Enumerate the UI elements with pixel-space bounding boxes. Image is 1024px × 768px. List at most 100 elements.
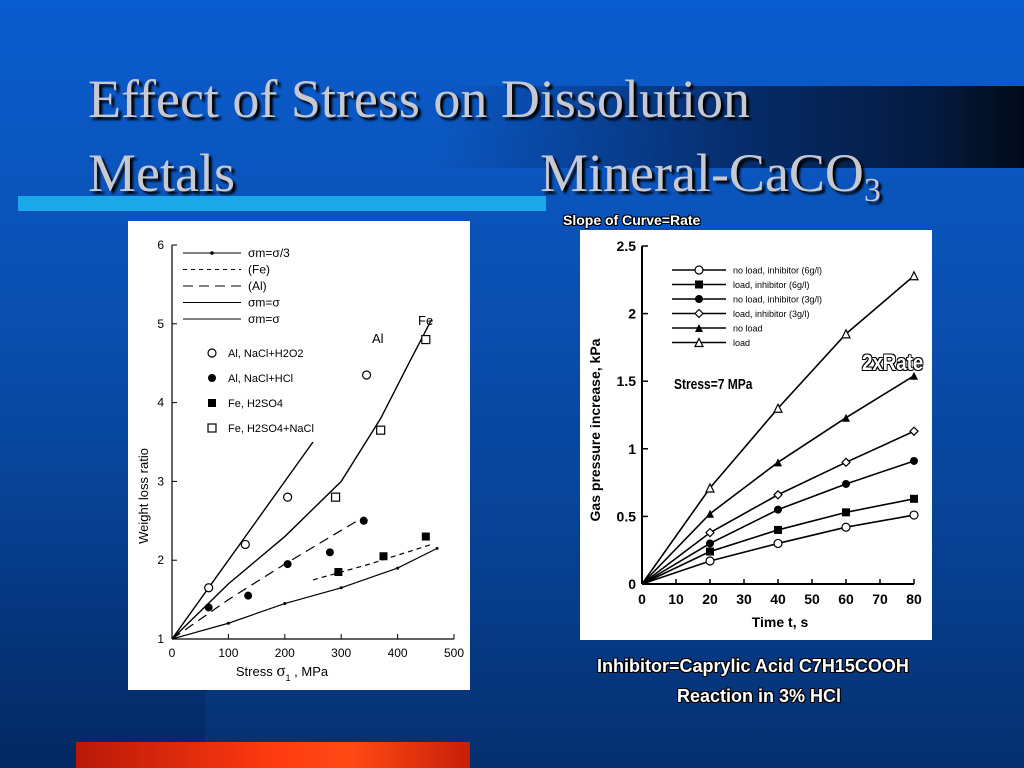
legend-marker	[694, 308, 704, 319]
curve-1	[171, 441, 314, 640]
mineral-chart: 0 10 20 30 40 50 60 70 80 0 0.5 1 1.5 2 2.5 no load, i…	[587, 238, 922, 630]
data-point	[841, 457, 851, 468]
legend-label: (Fe)	[248, 263, 270, 277]
y-tick-label: 6	[157, 238, 164, 252]
data-point	[909, 510, 919, 520]
legend-label: no load	[733, 324, 763, 334]
data-point	[330, 492, 341, 502]
data-point	[706, 509, 714, 518]
x-tick-label: 20	[702, 591, 718, 607]
mineral-chart-panel: 0 10 20 30 40 50 60 70 80 0 0.5 1 1.5 2 2.5 no load, i…	[580, 230, 932, 640]
caption-line1: Inhibitor=Caprylic Acid C7H15COOH	[597, 656, 909, 676]
y-tick-label: 2.5	[617, 238, 637, 254]
data-point	[910, 371, 918, 380]
y-tick-label: 3	[157, 474, 164, 488]
x-axis-label: Time t, s	[752, 614, 809, 630]
x-tick-label: 500	[444, 646, 464, 660]
legend-marker	[694, 337, 704, 348]
data-point	[773, 538, 783, 549]
data-point	[842, 479, 850, 488]
x-tick-label: 60	[838, 591, 854, 607]
curve-dot	[339, 586, 343, 590]
curve-3	[312, 543, 432, 581]
legend-label: (Al)	[248, 279, 267, 293]
legend-marker	[695, 280, 703, 289]
legend-label: Al, NaCl+H2O2	[228, 348, 304, 360]
mineral-subscript: 3	[863, 172, 881, 209]
x-tick-label: 400	[388, 646, 408, 660]
legend-label: Al, NaCl+HCl	[228, 373, 293, 385]
data-point	[909, 426, 919, 437]
curve-2	[171, 547, 438, 640]
y-tick-label: 0	[628, 576, 636, 592]
slope-note: Slope of Curve=Rate	[563, 212, 701, 228]
accent-red-bar	[76, 742, 470, 768]
metals-chart-panel: 0 100 200 300 400 500 1 2 3 4 5 6 σm=σ/3 (Fe) (Al) σm=…	[128, 221, 470, 690]
x-tick-label: 100	[218, 646, 238, 660]
y-tick-label: 2	[628, 306, 636, 322]
data-point	[706, 547, 714, 556]
legend-label: no load, inhibitor (3g/l)	[733, 295, 822, 305]
data-point	[841, 328, 851, 339]
x-tick-label: 40	[770, 591, 786, 607]
data-point	[909, 270, 919, 281]
legend-marker	[207, 423, 217, 433]
data-point	[841, 522, 851, 532]
curve-dot	[226, 621, 230, 625]
legend-label: load, inhibitor (3g/l)	[733, 309, 810, 319]
curve-0	[171, 319, 433, 640]
mineral-formula: Mineral-CaCO	[540, 143, 864, 203]
legend-label: σm=σ	[248, 312, 280, 326]
curve-4	[171, 516, 365, 640]
data-point	[773, 402, 783, 413]
data-point	[705, 556, 715, 566]
data-point	[910, 456, 918, 465]
legend-label: σm=σ	[248, 296, 280, 310]
x-tick-label: 70	[872, 591, 888, 607]
data-point	[240, 539, 250, 550]
y-axis-label: Weight loss ratio	[136, 448, 151, 544]
x-tick-label: 0	[169, 646, 176, 660]
data-point	[204, 583, 214, 593]
x-tick-label: 80	[906, 591, 922, 607]
legend-label: no load, inhibitor (6g/l)	[733, 266, 822, 276]
x-tick-label: 0	[638, 591, 646, 607]
legend-marker	[208, 374, 216, 382]
y-tick-label: 1.5	[617, 373, 637, 389]
data-point	[361, 370, 372, 380]
legend-label: load, inhibitor (6g/l)	[733, 280, 810, 290]
y-tick-label: 5	[157, 317, 164, 331]
accent-line	[18, 196, 546, 211]
data-point	[706, 539, 714, 548]
series-line-5	[641, 275, 915, 585]
data-point	[705, 527, 715, 538]
data-point	[204, 603, 213, 612]
data-point	[379, 552, 388, 561]
y-axis-label: Gas pressure increase, kPa	[587, 338, 603, 521]
x-tick-label: 200	[275, 646, 295, 660]
y-tick-label: 2	[157, 553, 164, 567]
curve-dot	[283, 602, 287, 606]
data-point	[842, 413, 850, 422]
x-tick-label: 10	[668, 591, 684, 607]
data-point	[421, 532, 430, 541]
slide-title-line1: Effect of Stress on Dissolution	[88, 69, 750, 129]
legend-dot	[210, 251, 214, 255]
legend-marker	[208, 399, 216, 407]
background-dark-band	[440, 86, 1024, 168]
curve-dot	[435, 546, 439, 550]
data-point	[376, 425, 386, 435]
data-point	[283, 492, 293, 502]
data-point	[774, 525, 782, 534]
x-tick-label: 50	[804, 591, 820, 607]
data-point	[774, 505, 782, 514]
curve-dot	[396, 566, 400, 570]
fe-curve-label: Fe	[418, 313, 433, 328]
y-tick-label: 0.5	[617, 508, 637, 524]
stress-note: Stress=7 MPa	[674, 376, 753, 393]
legend-label: σm=σ/3	[248, 246, 290, 260]
data-point	[421, 334, 431, 345]
x-tick-label: 30	[736, 591, 752, 607]
legend-label: Fe, H2SO4	[228, 398, 283, 410]
caption-line2: Reaction in 3% HCl	[677, 686, 842, 706]
